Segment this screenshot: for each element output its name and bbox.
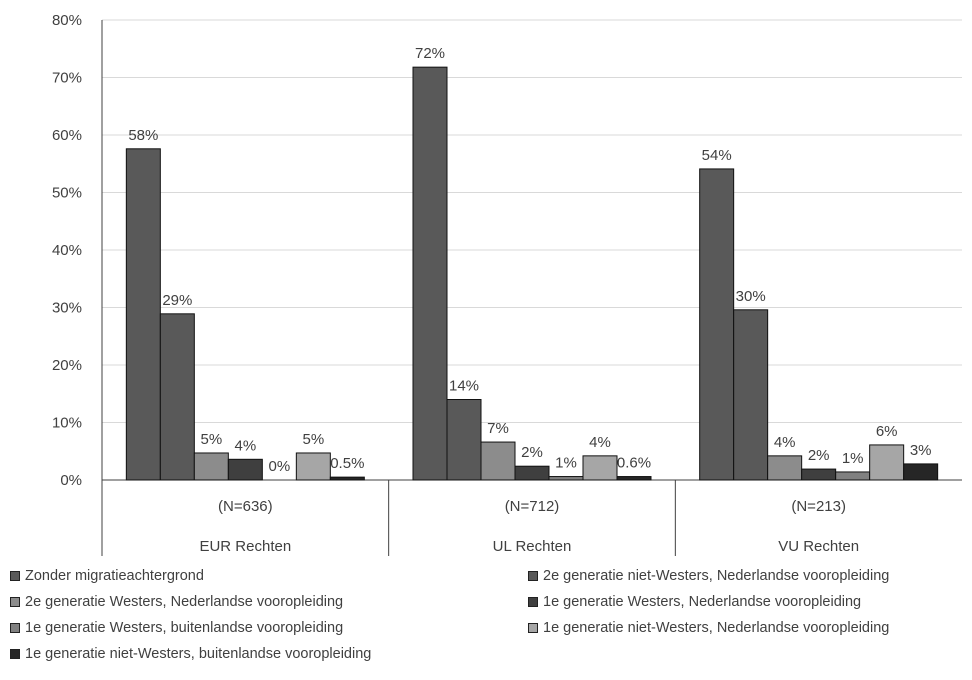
data-label: 5% xyxy=(302,431,324,448)
legend-label: 1e generatie niet-Westers, buitenlandse … xyxy=(25,646,372,662)
x-category-n-label: (N=213) xyxy=(791,498,846,515)
legend-item: 1e generatie niet-Westers, buitenlandse … xyxy=(10,646,371,662)
data-label: 72% xyxy=(415,45,445,62)
data-label: 3% xyxy=(910,442,932,459)
legend-item: 1e generatie Westers, buitenlandse vooro… xyxy=(10,620,343,636)
legend-swatch xyxy=(528,571,538,581)
x-category-label: VU Rechten xyxy=(778,538,859,555)
bar xyxy=(159,313,195,481)
data-label: 4% xyxy=(234,437,256,454)
legend-swatch xyxy=(10,597,20,607)
bar xyxy=(582,455,618,481)
bar xyxy=(329,476,365,481)
data-label: 2% xyxy=(808,447,830,464)
data-label: 58% xyxy=(128,127,158,144)
legend-label: 2e generatie niet-Westers, Nederlandse v… xyxy=(543,568,890,584)
legend-item: 1e generatie Westers, Nederlandse voorop… xyxy=(528,594,861,610)
x-category-n-label: (N=712) xyxy=(505,498,560,515)
y-tick-label: 50% xyxy=(52,185,82,202)
legend-label: 1e generatie Westers, buitenlandse vooro… xyxy=(25,620,344,636)
data-label: 4% xyxy=(589,434,611,451)
bar xyxy=(125,148,161,481)
data-label: 14% xyxy=(449,378,479,395)
legend-item: Zonder migratieachtergrond xyxy=(10,568,204,584)
data-label: 2% xyxy=(521,444,543,461)
x-category-n-label: (N=636) xyxy=(218,498,273,515)
legend-item: 1e generatie niet-Westers, Nederlandse v… xyxy=(528,620,889,636)
y-tick-label: 60% xyxy=(52,127,82,144)
y-tick-label: 40% xyxy=(52,242,82,259)
data-label: 5% xyxy=(200,431,222,448)
bar xyxy=(227,458,263,481)
data-label: 4% xyxy=(774,434,796,451)
bar xyxy=(767,455,803,481)
data-label: 6% xyxy=(876,423,898,440)
bar xyxy=(295,452,331,481)
bar xyxy=(733,309,769,481)
bar xyxy=(548,476,584,481)
legend-label: 2e generatie Westers, Nederlandse voorop… xyxy=(25,594,344,610)
legend-label: 1e generatie niet-Westers, Nederlandse v… xyxy=(543,620,890,636)
data-label: 1% xyxy=(555,455,577,472)
legend-swatch xyxy=(10,649,20,659)
bar xyxy=(412,66,448,481)
data-label: 7% xyxy=(487,420,509,437)
y-tick-label: 70% xyxy=(52,70,82,87)
data-label: 1% xyxy=(842,450,864,467)
data-label: 0.5% xyxy=(330,455,364,472)
x-category-label: UL Rechten xyxy=(493,538,572,555)
bar xyxy=(446,399,482,481)
legend-swatch xyxy=(528,597,538,607)
data-label: 54% xyxy=(702,147,732,164)
legend-item: 2e generatie Westers, Nederlandse voorop… xyxy=(10,594,343,610)
bar xyxy=(903,463,939,481)
bar xyxy=(869,444,905,481)
bar xyxy=(514,465,550,481)
data-label: 0% xyxy=(268,458,290,475)
legend-label: Zonder migratieachtergrond xyxy=(25,568,204,584)
data-label: 30% xyxy=(736,288,766,305)
data-label: 0.6% xyxy=(617,455,651,472)
bar xyxy=(699,168,735,481)
bar xyxy=(480,441,516,481)
legend-swatch xyxy=(10,571,20,581)
x-category-label: EUR Rechten xyxy=(199,538,291,555)
bar-chart: 0% 10% 20% 30% 40% 50% 60% 70% 80% (N=636) EUR Rec… xyxy=(52,12,962,556)
bar xyxy=(616,476,652,481)
bar xyxy=(193,452,229,481)
bar xyxy=(801,468,837,481)
legend-label: 1e generatie Westers, Nederlandse voorop… xyxy=(543,594,862,610)
y-tick-label: 30% xyxy=(52,300,82,317)
y-tick-label: 10% xyxy=(52,415,82,432)
y-tick-label: 20% xyxy=(52,357,82,374)
y-tick-label: 80% xyxy=(52,12,82,29)
legend-swatch xyxy=(528,623,538,633)
data-label: 29% xyxy=(162,292,192,309)
legend-item: 2e generatie niet-Westers, Nederlandse v… xyxy=(528,568,889,584)
bar xyxy=(835,471,871,481)
legend-swatch xyxy=(10,623,20,633)
y-tick-label: 0% xyxy=(60,472,82,489)
